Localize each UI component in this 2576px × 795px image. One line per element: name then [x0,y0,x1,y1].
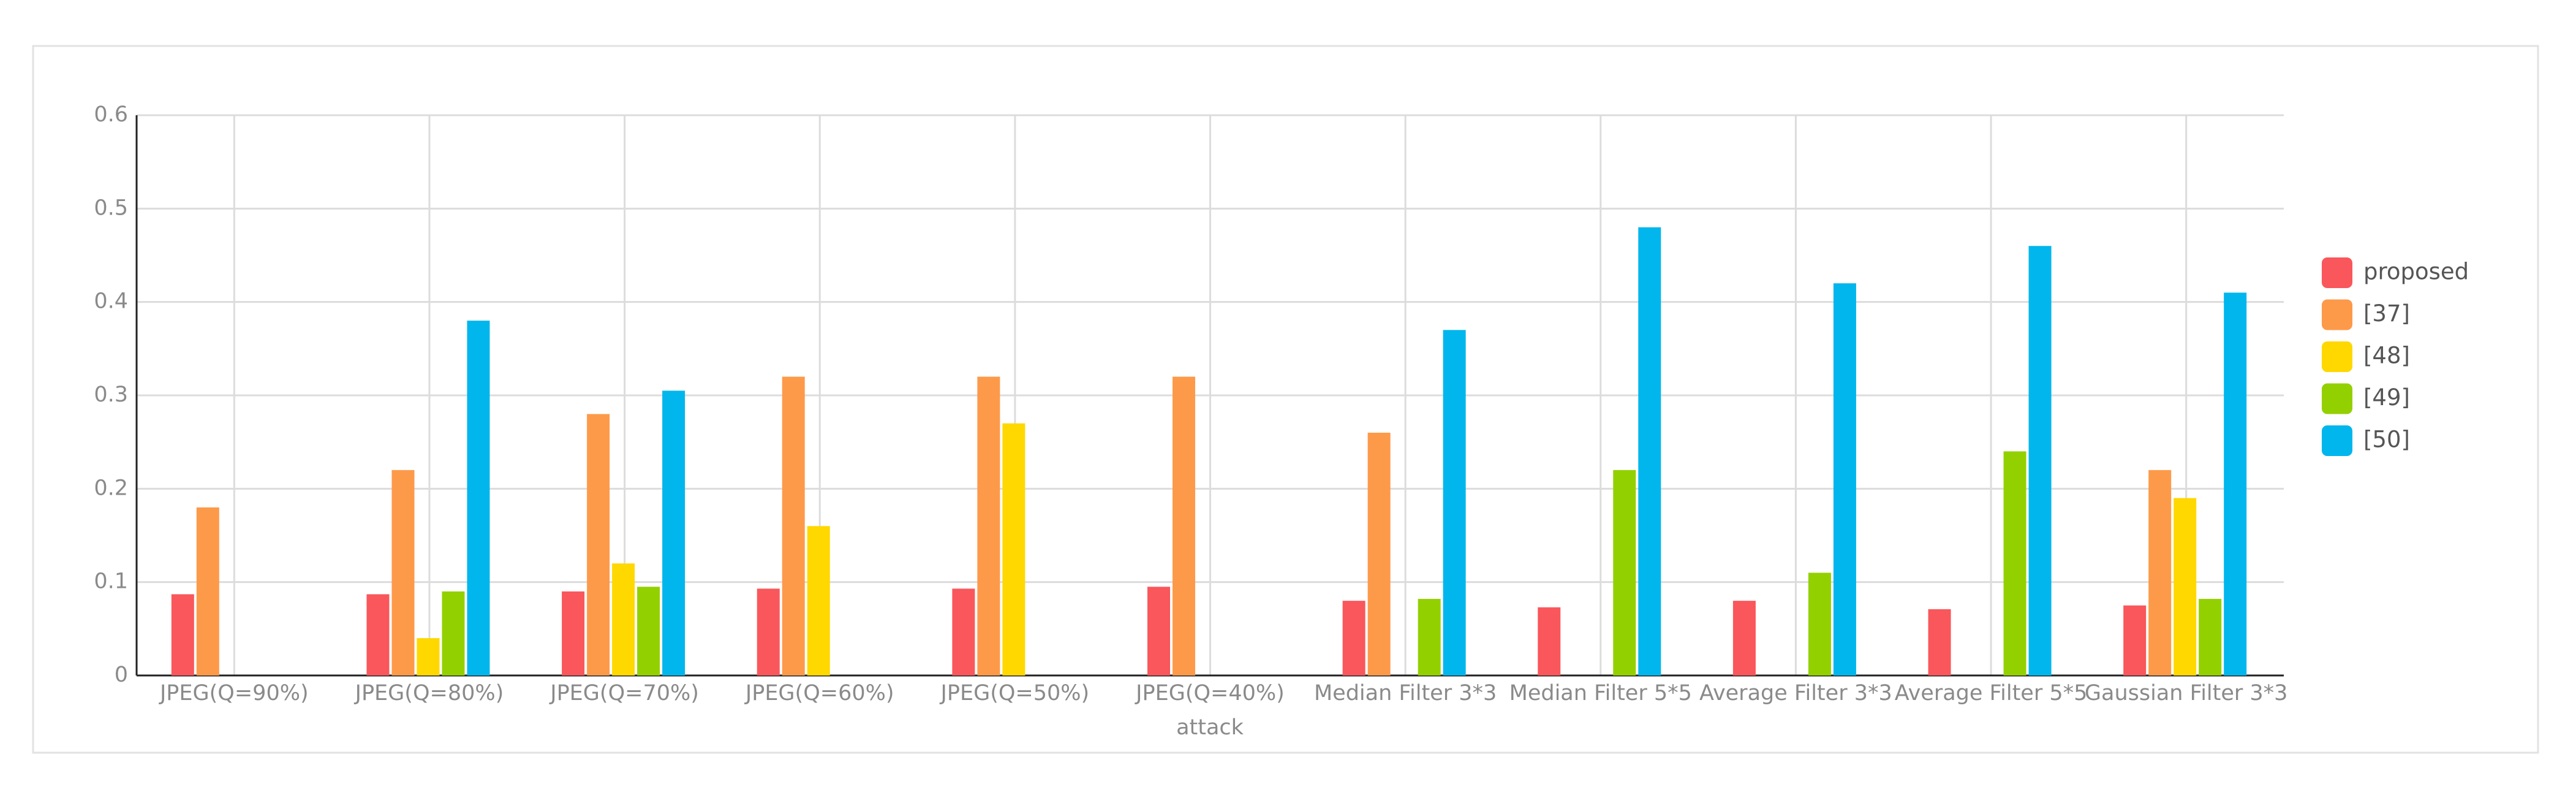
bar [366,594,390,675]
legend-label: [49] [2363,384,2410,411]
bar [1613,470,1636,675]
legend-label: [48] [2363,343,2410,369]
x-tick-label: JPEG(Q=40%) [1135,681,1285,706]
legend-swatch [2322,341,2352,372]
bar [807,526,830,675]
bar [1173,376,1195,675]
x-tick-label: Median Filter 3*3 [1314,681,1497,706]
bar [1443,330,1466,675]
legend-label: [50] [2363,427,2410,453]
legend-swatch [2322,257,2352,288]
legend-label: proposed [2363,259,2469,285]
chart-frame [32,45,2539,754]
bar [442,591,465,675]
y-tick-label: 0.6 [94,102,128,127]
bar [171,594,194,675]
bar [1418,599,1441,675]
bar [562,591,585,675]
x-tick-label: JPEG(Q=90%) [159,681,309,706]
bar [2174,498,2197,675]
x-axis-label: attack [1176,715,1244,740]
x-tick-label: Median Filter 5*5 [1509,681,1692,706]
y-tick-label: 0.1 [94,569,128,594]
bar [417,638,440,675]
bar [757,588,780,675]
legend-label: [37] [2363,300,2410,327]
bar [977,376,1000,675]
bar [1928,609,1951,675]
bar [467,321,490,675]
x-tick-label: Average Filter 3*3 [1699,681,1892,706]
bar [1367,432,1391,675]
y-tick-label: 0.4 [94,289,128,314]
y-tick-label: 0 [115,663,128,687]
legend-swatch [2322,383,2352,414]
legend-swatch [2322,299,2352,330]
bar [2199,599,2222,675]
legend-swatch [2322,425,2352,456]
x-tick-label: JPEG(Q=70%) [549,681,699,706]
y-tick-label: 0.2 [94,476,128,500]
bar [662,390,686,675]
bar [1833,283,1856,675]
x-tick-label: JPEG(Q=60%) [744,681,894,706]
bar [2224,292,2247,675]
bar [1808,572,1831,675]
y-tick-label: 0.5 [94,196,128,220]
bar [391,470,415,675]
bar [1342,601,1365,675]
x-tick-label: Average Filter 5*5 [1895,681,2088,706]
bar [2003,451,2026,675]
bar [1538,607,1561,675]
bar [587,414,610,675]
bar [782,376,805,675]
bar [612,563,635,675]
x-tick-label: JPEG(Q=50%) [940,681,1090,706]
x-tick-label: Gaussian Filter 3*3 [2085,681,2288,706]
bar [1002,423,1025,675]
bar [1147,587,1170,675]
bar [2028,246,2052,675]
bar [952,588,975,675]
y-tick-label: 0.3 [94,382,128,407]
bar [637,587,660,675]
bar [1732,601,1756,675]
bar [2148,470,2172,675]
x-tick-label: JPEG(Q=80%) [354,681,504,706]
bar [1638,227,1661,675]
bar [196,507,219,675]
bar [2123,605,2147,675]
